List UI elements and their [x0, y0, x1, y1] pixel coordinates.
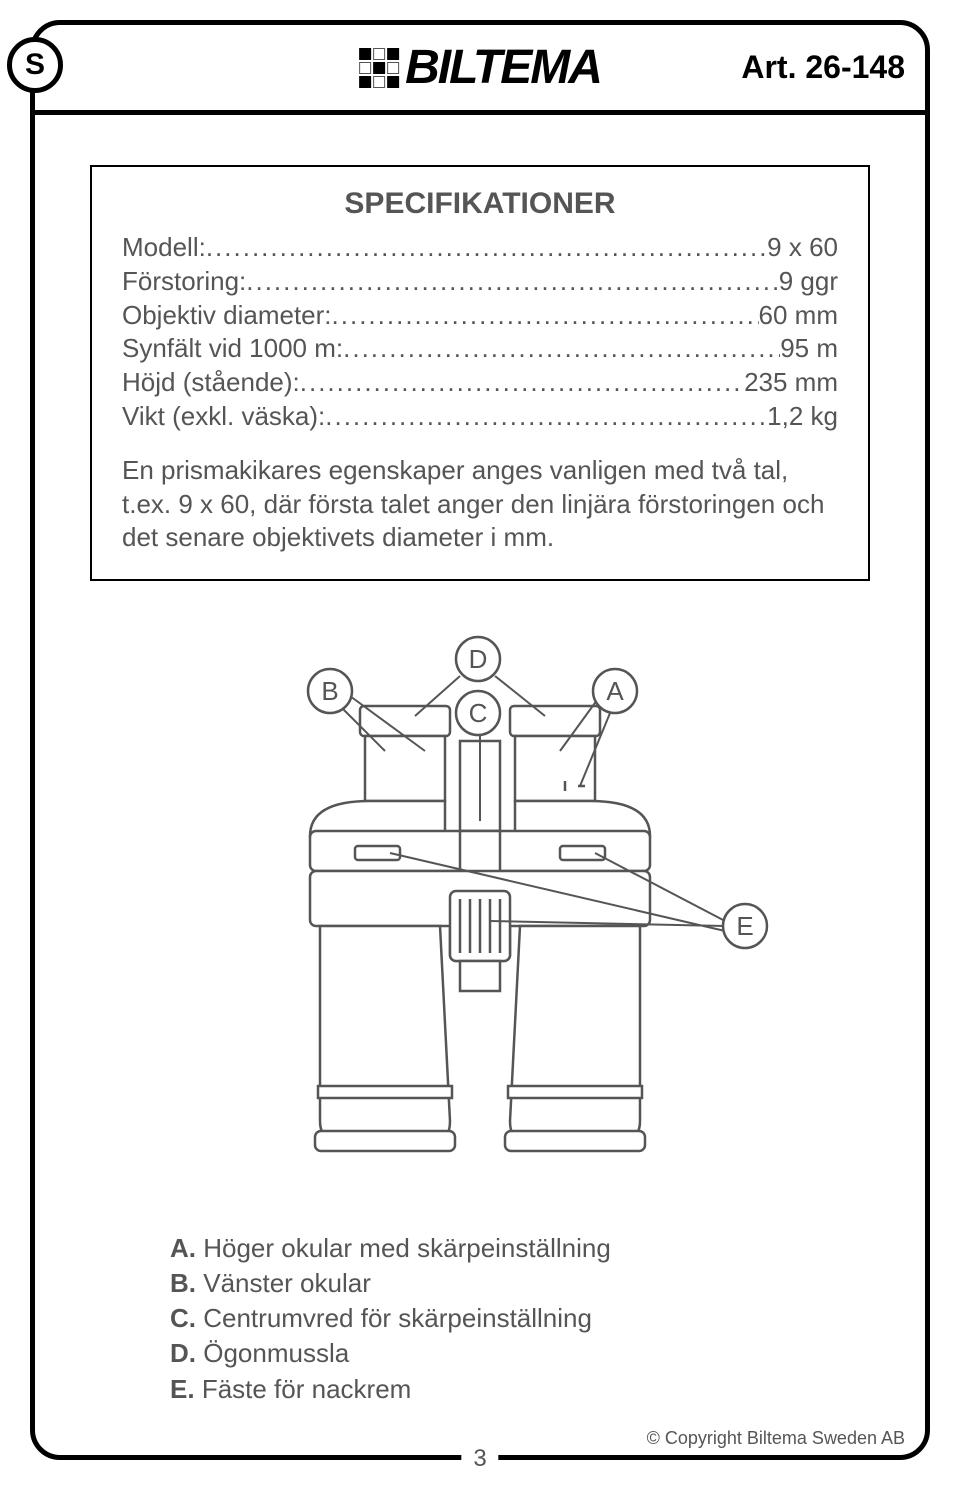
diagram-container: B D C A E — [90, 621, 870, 1201]
spec-dots — [332, 299, 759, 333]
brand-flag-icon — [359, 48, 399, 88]
legend-text: Centrumvred för skärpeinställning — [203, 1303, 592, 1333]
spec-value: 60 mm — [759, 299, 838, 333]
diagram-label-D: D — [469, 644, 488, 674]
spec-value: 9 ggr — [779, 265, 838, 299]
legend-text: Höger okular med skärpeinställning — [203, 1233, 611, 1263]
spec-row: Modell: 9 x 60 — [122, 231, 838, 265]
spec-dots — [325, 400, 767, 434]
spec-row: Vikt (exkl. väska): 1,2 kg — [122, 400, 838, 434]
legend-letter: C. — [170, 1303, 196, 1333]
spec-label: Höjd (stående): — [122, 366, 300, 400]
spec-dots — [206, 231, 767, 265]
copyright-text: © Copyright Biltema Sweden AB — [647, 1428, 905, 1449]
binoculars-diagram: B D C A E — [160, 621, 800, 1201]
spec-value: 9 x 60 — [767, 231, 838, 265]
legend-letter: E. — [170, 1374, 195, 1404]
spec-dots — [246, 265, 778, 299]
page-content: SPECIFIKATIONER Modell: 9 x 60 Förstorin… — [35, 115, 925, 1407]
brand-name: BILTEMA — [405, 40, 601, 95]
specifications-title: SPECIFIKATIONER — [122, 187, 838, 221]
legend-text: Fäste för nackrem — [202, 1374, 412, 1404]
page-frame: S BILTEMA Art. 26-148 SPECIFIKATIONER Mo… — [30, 20, 930, 1460]
spec-value: 235 mm — [744, 366, 838, 400]
legend-item: A. Höger okular med skärpeinställning — [170, 1231, 870, 1266]
spec-dots — [300, 366, 744, 400]
legend-text: Ögonmussla — [203, 1338, 349, 1368]
diagram-label-B: B — [321, 676, 338, 706]
page-footer: © Copyright Biltema Sweden AB 3 — [35, 1415, 925, 1455]
language-letter: S — [25, 48, 45, 82]
legend-item: D. Ögonmussla — [170, 1336, 870, 1371]
legend-letter: A. — [170, 1233, 196, 1263]
page-header: S BILTEMA Art. 26-148 — [35, 25, 925, 115]
spec-label: Objektiv diameter: — [122, 299, 332, 333]
spec-dots — [343, 332, 780, 366]
legend-text: Vänster okular — [203, 1268, 371, 1298]
diagram-label-E: E — [736, 911, 753, 941]
spec-row: Objektiv diameter: 60 mm — [122, 299, 838, 333]
page-number: 3 — [461, 1445, 498, 1473]
legend-item: C. Centrumvred för skärpeinställning — [170, 1301, 870, 1336]
diagram-label-A: A — [606, 676, 624, 706]
spec-row: Höjd (stående): 235 mm — [122, 366, 838, 400]
legend-letter: B. — [170, 1268, 196, 1298]
legend-item: B. Vänster okular — [170, 1266, 870, 1301]
spec-value: 1,2 kg — [767, 400, 838, 434]
spec-row: Förstoring: 9 ggr — [122, 265, 838, 299]
diagram-legend: A. Höger okular med skärpeinställning B.… — [90, 1231, 870, 1406]
spec-label: Modell: — [122, 231, 206, 265]
specifications-description: En prismakikares egenskaper anges vanlig… — [122, 454, 838, 555]
diagram-label-C: C — [469, 698, 488, 728]
spec-label: Synfält vid 1000 m: — [122, 332, 343, 366]
language-badge: S — [7, 37, 63, 93]
spec-label: Förstoring: — [122, 265, 246, 299]
spec-label: Vikt (exkl. väska): — [122, 400, 325, 434]
spec-value: 95 m — [780, 332, 838, 366]
legend-letter: D. — [170, 1338, 196, 1368]
article-number: Art. 26-148 — [741, 49, 905, 86]
specifications-box: SPECIFIKATIONER Modell: 9 x 60 Förstorin… — [90, 165, 870, 581]
legend-item: E. Fäste för nackrem — [170, 1372, 870, 1407]
spec-row: Synfält vid 1000 m: 95 m — [122, 332, 838, 366]
brand-logo: BILTEMA — [359, 40, 601, 95]
